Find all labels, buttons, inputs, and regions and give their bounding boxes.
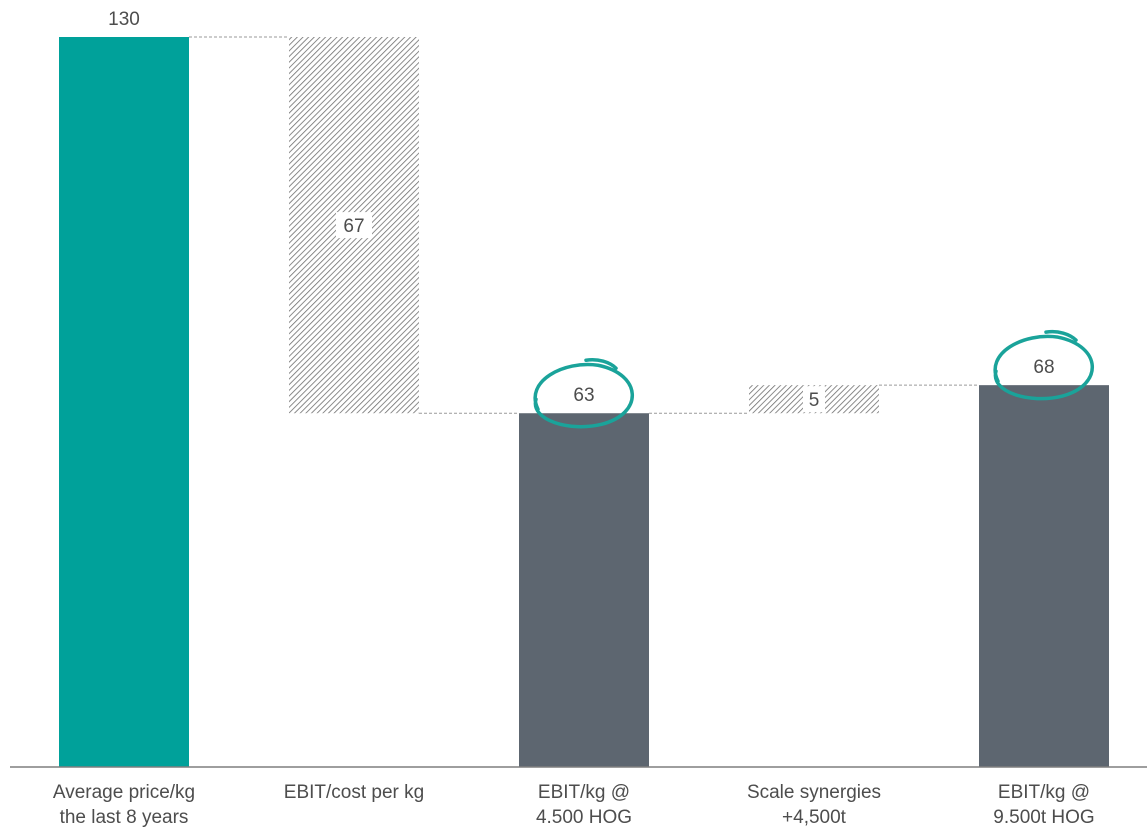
value-label-bg <box>803 386 825 413</box>
circle-annotation <box>993 334 1094 401</box>
connector-lines <box>189 36 979 414</box>
category-label-2: EBIT/cost per kg <box>284 782 424 803</box>
circle-annotations <box>533 329 1094 429</box>
value-label-5: 68 <box>1033 357 1054 378</box>
bar-5 <box>979 385 1109 767</box>
category-label-line: 4.500 HOG <box>536 807 632 828</box>
category-labels-group: Average price/kg the last 8 years EBIT/cos… <box>53 782 1095 828</box>
value-label-1: 130 <box>108 9 140 30</box>
value-labels-group: 130 67 63 5 68 <box>108 9 1055 413</box>
circle-annotation-tail <box>584 358 618 370</box>
category-label-line: +4,500t <box>782 807 847 828</box>
category-label-4: Scale synergies +4,500t <box>747 782 881 828</box>
bar-1 <box>59 37 189 767</box>
circle-annotation <box>533 362 634 429</box>
category-label-5: EBIT/kg @ 9.500t HOG <box>993 782 1094 828</box>
circle-annotation-tail <box>1044 329 1078 342</box>
category-label-line: the last 8 years <box>60 807 189 828</box>
bars-group <box>59 37 1109 767</box>
category-label-line: EBIT/cost per kg <box>284 782 424 803</box>
value-label-3: 63 <box>573 385 594 406</box>
category-label-line: Average price/kg <box>53 782 195 803</box>
category-label-1: Average price/kg the last 8 years <box>53 782 195 828</box>
value-label-bg <box>336 212 372 239</box>
category-label-line: EBIT/kg @ <box>538 782 630 803</box>
value-label-2: 67 <box>343 216 364 237</box>
category-label-3: EBIT/kg @ 4.500 HOG <box>536 782 632 828</box>
bar-3 <box>519 413 649 767</box>
category-label-line: 9.500t HOG <box>993 807 1094 828</box>
category-label-line: Scale synergies <box>747 782 881 803</box>
value-label-4: 5 <box>809 390 820 411</box>
category-label-line: EBIT/kg @ <box>998 782 1090 803</box>
